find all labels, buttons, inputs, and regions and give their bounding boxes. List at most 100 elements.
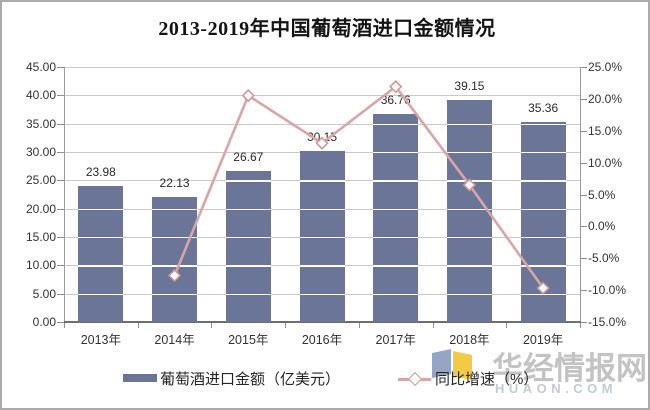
right-axis-tick bbox=[580, 226, 587, 228]
left-axis-tick-label: 30.00 bbox=[25, 145, 56, 159]
right-axis-tick bbox=[580, 67, 587, 68]
gridline-over-bar bbox=[373, 265, 419, 267]
gridline-over-bar bbox=[446, 236, 492, 239]
left-axis-tick-label: 10.00 bbox=[25, 258, 56, 273]
bar-2014年 bbox=[152, 196, 198, 322]
bar-2016年 bbox=[299, 151, 345, 322]
right-axis-tick-label: 20.0% bbox=[588, 91, 623, 106]
gridline-over-bar bbox=[373, 123, 419, 125]
left-axis-tick bbox=[57, 237, 64, 238]
gridline-over-bar bbox=[225, 236, 271, 239]
watermark-en: HUAON.COM bbox=[495, 381, 618, 396]
left-axis-tick-label: 5.00 bbox=[32, 286, 56, 301]
x-axis-tick bbox=[506, 323, 508, 328]
x-axis-tick bbox=[580, 323, 581, 328]
legend-bar-label: 葡萄酒进口金额（亿美元） bbox=[160, 371, 341, 388]
x-axis-tick bbox=[358, 323, 360, 328]
right-axis-tick-label: -10.0% bbox=[588, 283, 627, 298]
left-axis-tick bbox=[57, 265, 64, 267]
chart-title: 2013-2019年中国葡萄酒进口金额情况 bbox=[158, 18, 496, 40]
gridline-over-bar bbox=[152, 208, 198, 210]
gridline-over-bar bbox=[225, 293, 271, 295]
gridline-over-bar bbox=[446, 151, 492, 154]
x-axis-tick bbox=[137, 323, 139, 328]
right-axis-tick-label: 0.0% bbox=[588, 219, 616, 234]
right-axis-tick bbox=[580, 258, 587, 260]
gridline-over-bar bbox=[446, 265, 492, 267]
watermark-cn: 华经情报网 bbox=[492, 351, 647, 386]
right-axis-tick-label: 10.0% bbox=[588, 155, 623, 170]
right-axis-tick-label: -5.0% bbox=[588, 251, 620, 266]
x-axis-category-label: 2016年 bbox=[301, 333, 343, 347]
right-axis-tick bbox=[580, 98, 587, 100]
x-axis-category-label: 2013年 bbox=[80, 333, 121, 347]
x-axis-category-label: 2018年 bbox=[449, 333, 490, 347]
gridline-over-bar bbox=[520, 208, 566, 210]
gridline-over-bar bbox=[520, 180, 566, 182]
gridline-over-bar bbox=[520, 236, 566, 239]
gridline-over-bar bbox=[78, 208, 124, 210]
line-marker-icon bbox=[167, 268, 182, 283]
left-axis-tick bbox=[57, 208, 64, 210]
gridline-over-bar bbox=[373, 208, 419, 210]
gridline-over-bar bbox=[152, 293, 198, 295]
left-axis-tick bbox=[57, 95, 64, 97]
left-axis-tick-label: 45.00 bbox=[25, 60, 56, 74]
line-marker-icon bbox=[536, 281, 550, 295]
line-marker-icon bbox=[241, 88, 255, 103]
gridline bbox=[64, 67, 580, 68]
left-axis-tick-label: 15.00 bbox=[25, 230, 56, 244]
right-axis-tick bbox=[580, 130, 587, 132]
gridline-over-bar bbox=[299, 265, 345, 267]
legend-line-marker-icon bbox=[407, 371, 423, 387]
gridline-over-bar bbox=[152, 236, 198, 239]
gridline-over-bar bbox=[520, 265, 566, 267]
left-axis-tick bbox=[57, 293, 64, 295]
gridline-over-bar bbox=[78, 236, 124, 239]
x-axis-tick bbox=[285, 323, 287, 328]
bar-2013年 bbox=[78, 186, 124, 322]
left-axis-tick bbox=[57, 180, 64, 182]
left-axis-line bbox=[64, 67, 65, 322]
left-axis-tick-label: 40.00 bbox=[25, 88, 56, 103]
right-axis-tick-label: -15.0% bbox=[588, 315, 627, 329]
left-axis-tick bbox=[57, 67, 64, 68]
right-axis-line bbox=[580, 67, 581, 322]
x-axis-category-label: 2019年 bbox=[522, 333, 564, 347]
gridline-over-bar bbox=[446, 123, 492, 125]
left-axis-tick bbox=[57, 123, 64, 125]
line-marker-icon bbox=[462, 178, 477, 192]
gridline-over-bar bbox=[299, 293, 345, 295]
gridline-over-bar bbox=[373, 293, 419, 295]
gridline-over-bar bbox=[299, 180, 345, 182]
gridline-over-bar bbox=[373, 151, 419, 154]
right-axis-tick bbox=[580, 290, 587, 292]
gridline-over-bar bbox=[299, 208, 345, 210]
bar-value-label: 35.36 bbox=[528, 100, 559, 115]
x-axis-category-label: 2017年 bbox=[375, 333, 416, 347]
bottom-axis-line bbox=[64, 321, 581, 323]
gridline-over-bar bbox=[225, 180, 271, 182]
left-axis-tick-label: 0.00 bbox=[32, 315, 56, 329]
x-axis-category-label: 2014年 bbox=[154, 333, 195, 347]
bar-2015年 bbox=[225, 170, 271, 322]
gridline-over-bar bbox=[373, 236, 419, 239]
right-axis-tick-label: 15.0% bbox=[588, 123, 623, 138]
gridline-over-bar bbox=[299, 236, 345, 239]
right-axis-tick-label: 5.0% bbox=[588, 187, 616, 202]
gridline-over-bar bbox=[446, 208, 492, 210]
gridline-over-bar bbox=[225, 208, 271, 210]
right-axis-tick bbox=[580, 162, 587, 164]
legend-line-label: 同比增速（%） bbox=[435, 371, 539, 388]
gridline-over-bar bbox=[152, 265, 198, 267]
gridline bbox=[64, 95, 580, 97]
legend-bar-swatch bbox=[123, 374, 157, 382]
left-axis-tick bbox=[57, 152, 64, 153]
bar-value-label: 22.13 bbox=[159, 175, 190, 190]
x-axis-category-label: 2015年 bbox=[228, 333, 269, 347]
left-axis-tick-label: 20.00 bbox=[25, 201, 56, 216]
bar-value-label: 26.67 bbox=[233, 149, 264, 164]
growth-line-series bbox=[167, 80, 550, 295]
left-axis-tick-label: 35.00 bbox=[25, 116, 56, 131]
